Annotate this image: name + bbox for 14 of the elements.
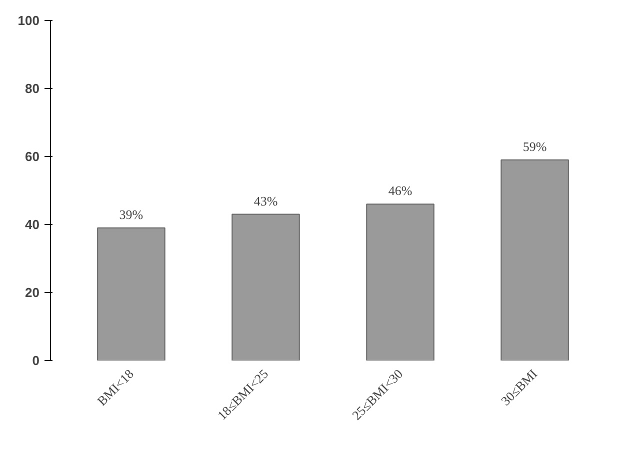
data-label: 39% bbox=[119, 206, 144, 222]
y-tick-label: 20 bbox=[25, 285, 40, 300]
data-label: 46% bbox=[388, 183, 412, 198]
data-label: 59% bbox=[522, 138, 547, 154]
y-tick-label: 80 bbox=[25, 81, 40, 96]
bar bbox=[500, 159, 569, 360]
bar bbox=[232, 214, 300, 360]
bar bbox=[97, 227, 166, 360]
y-tick-label: 40 bbox=[25, 217, 40, 232]
y-tick-label: 60 bbox=[25, 149, 40, 164]
y-tick-label: 100 bbox=[18, 13, 40, 28]
y-tick-label: 0 bbox=[32, 353, 40, 368]
data-label: 43% bbox=[254, 193, 278, 208]
bar bbox=[366, 204, 434, 360]
